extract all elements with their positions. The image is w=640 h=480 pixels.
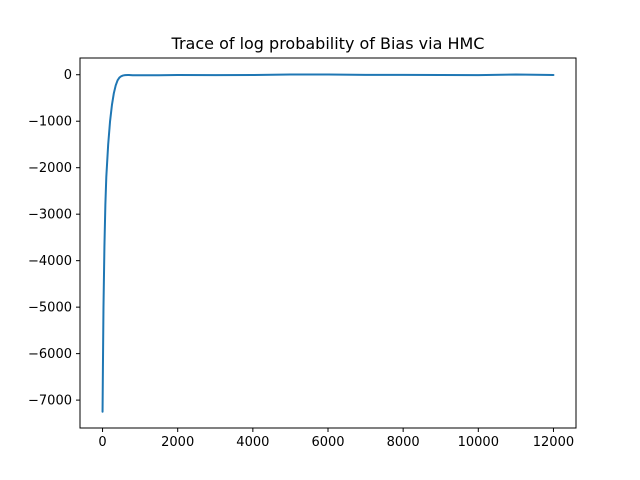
x-tick-label: 8000 xyxy=(387,435,420,450)
y-tick-label: 0 xyxy=(64,68,72,83)
x-tick-label: 2000 xyxy=(161,435,194,450)
x-tick-label: 4000 xyxy=(236,435,269,450)
y-tick-label: −4000 xyxy=(28,254,72,269)
y-axis: 0 −1000 −2000 −3000 −4000 −5000 −6000 −7000 xyxy=(28,68,80,409)
series-line-0 xyxy=(101,73,555,413)
chart-title: Trace of log probability of Bias via HMC xyxy=(171,34,485,53)
plot-area-frame xyxy=(79,57,577,429)
x-tick-label: 10000 xyxy=(458,435,499,450)
y-tick-label: −2000 xyxy=(28,161,72,176)
series-layer xyxy=(101,73,555,413)
y-tick-label: −3000 xyxy=(28,208,72,223)
y-tick-label: −7000 xyxy=(28,394,72,409)
y-tick-label: −5000 xyxy=(28,301,72,316)
y-tick-label: −1000 xyxy=(28,115,72,130)
y-tick-label: −6000 xyxy=(28,347,72,362)
x-tick-label: 0 xyxy=(98,435,106,450)
x-tick-label: 12000 xyxy=(533,435,574,450)
x-axis: 0 2000 4000 6000 8000 10000 12000 xyxy=(98,428,574,450)
x-tick-label: 6000 xyxy=(311,435,344,450)
